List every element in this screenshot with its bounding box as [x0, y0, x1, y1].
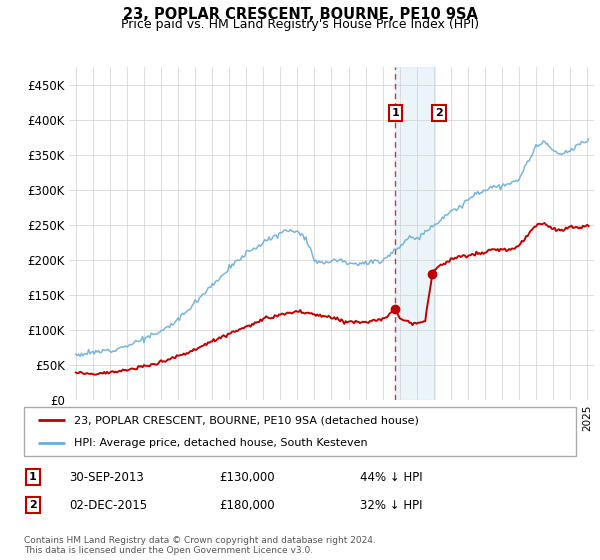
- Text: 02-DEC-2015: 02-DEC-2015: [69, 498, 147, 512]
- Text: 30-SEP-2013: 30-SEP-2013: [69, 470, 144, 484]
- Text: 32% ↓ HPI: 32% ↓ HPI: [360, 498, 422, 512]
- Text: £180,000: £180,000: [219, 498, 275, 512]
- Text: 1: 1: [29, 472, 37, 482]
- FancyBboxPatch shape: [24, 407, 576, 456]
- Text: 2: 2: [29, 500, 37, 510]
- Text: 23, POPLAR CRESCENT, BOURNE, PE10 9SA: 23, POPLAR CRESCENT, BOURNE, PE10 9SA: [122, 7, 478, 22]
- Text: HPI: Average price, detached house, South Kesteven: HPI: Average price, detached house, Sout…: [74, 438, 367, 448]
- Text: 1: 1: [392, 108, 399, 118]
- Text: 23, POPLAR CRESCENT, BOURNE, PE10 9SA (detached house): 23, POPLAR CRESCENT, BOURNE, PE10 9SA (d…: [74, 416, 419, 426]
- Text: Contains HM Land Registry data © Crown copyright and database right 2024.
This d: Contains HM Land Registry data © Crown c…: [24, 536, 376, 556]
- Text: £130,000: £130,000: [219, 470, 275, 484]
- Text: Price paid vs. HM Land Registry's House Price Index (HPI): Price paid vs. HM Land Registry's House …: [121, 18, 479, 31]
- Bar: [395, 67, 436, 400]
- Text: 2: 2: [435, 108, 443, 118]
- Text: 44% ↓ HPI: 44% ↓ HPI: [360, 470, 422, 484]
